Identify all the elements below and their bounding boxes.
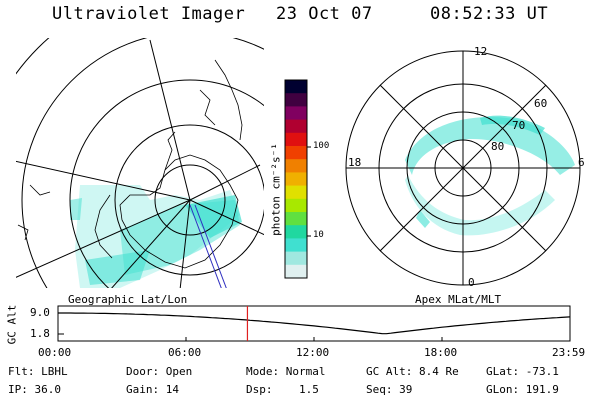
gc-alt-frame (57, 305, 571, 342)
image-date: 23 Oct 07 (276, 4, 373, 24)
mlt-label-6: 6 (578, 156, 585, 169)
colorbar-cell (285, 225, 307, 239)
colorbar-cell (285, 93, 307, 107)
door-info: Door: Open (126, 365, 193, 378)
gc-alt-curve (58, 312, 571, 335)
colorbar-frame (284, 79, 308, 279)
colorbar-label-100: 100 (313, 141, 330, 151)
gc-alt-ytick-1: 1.8 (30, 327, 50, 340)
gc-alt-yticks (58, 312, 64, 335)
ip-info: IP: 36.0 (8, 383, 61, 396)
colorbar-cell (285, 146, 307, 160)
colorbar-cell (285, 185, 307, 200)
seq-info: Seq: 39 (366, 383, 413, 396)
colorbar-cell (285, 80, 307, 94)
colorbar-unit-label: photon cm⁻²s⁻¹ (269, 143, 283, 236)
gc-alt-plot (57, 305, 571, 342)
gc-alt-ytick-9: 9.0 (30, 306, 50, 319)
mlat-grid (345, 50, 581, 286)
glon-info: GLon: 191.9 (486, 383, 559, 396)
geographic-map (16, 38, 264, 288)
dsp-info: Dsp: 1.5 (246, 383, 319, 396)
colorbar-cell (285, 172, 307, 187)
colorbar-cell (285, 251, 307, 266)
colorbar (285, 80, 307, 279)
instrument-title: Ultraviolet Imager (52, 4, 246, 24)
colorbar-cell (285, 132, 307, 147)
gc-alt-xtick-12: 12:00 (296, 346, 330, 359)
mode-info: Mode: Normal (246, 365, 326, 378)
colorbar-cell (285, 198, 307, 213)
gc-alt-xtick-24: 23:59 (552, 346, 586, 359)
mlt-label-12: 12 (474, 45, 488, 58)
glat-info: GLat: -73.1 (486, 365, 559, 378)
filter-info: Flt: LBHL (8, 365, 68, 378)
colorbar-cell (285, 264, 307, 279)
longitude-lines (16, 39, 264, 288)
right-panel-caption: Apex MLat/MLT (415, 293, 502, 306)
mlat-label-70: 70 (512, 119, 526, 132)
left-panel-caption: Geographic Lat/Lon (68, 293, 188, 306)
gc-alt-xtick-0: 00:00 (38, 346, 72, 359)
gc-alt-xticks (185, 337, 443, 341)
gc-alt-xtick-6: 06:00 (168, 346, 202, 359)
mlt-label-18: 18 (348, 156, 362, 169)
satellite-track (189, 204, 227, 288)
gc-alt-ylabel: GC Alt (5, 304, 19, 345)
colorbar-cell (285, 106, 307, 121)
gc-alt-xtick-18: 18:00 (424, 346, 458, 359)
coastlines (17, 59, 243, 269)
left-aurora (70, 185, 242, 288)
colorbar-cell (285, 159, 307, 173)
mlat-label-80: 80 (491, 140, 505, 153)
mlt-label-0: 0 (468, 276, 475, 289)
colorbar-cell (285, 212, 307, 226)
gc-alt-info: GC Alt: 8.4 Re (366, 365, 459, 378)
gain-info: Gain: 14 (126, 383, 179, 396)
colorbar-cell (285, 119, 307, 134)
mlat-label-60: 60 (534, 97, 548, 110)
latitude-circles (16, 38, 264, 288)
colorbar-cell (285, 238, 307, 253)
image-time: 08:52:33 UT (430, 4, 549, 24)
colorbar-label-10: 10 (313, 230, 324, 240)
